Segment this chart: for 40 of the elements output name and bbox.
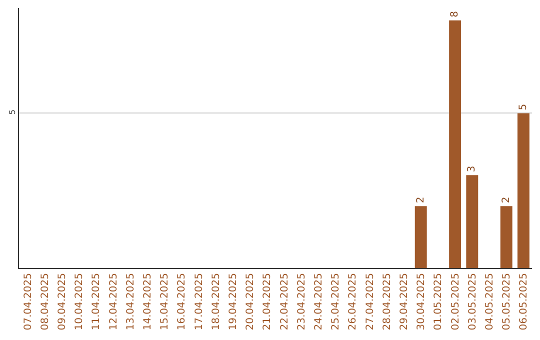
x-tick-label: 29.04.2025 — [399, 273, 410, 330]
data-label: 3 — [466, 166, 478, 172]
x-tick-label: 02.05.2025 — [450, 273, 462, 330]
x-tick-label: 07.04.2025 — [22, 273, 34, 330]
x-tick-label: 13.04.2025 — [125, 273, 136, 330]
x-tick-label: 27.04.2025 — [364, 273, 376, 330]
data-label: 2 — [415, 196, 426, 204]
x-tick-label: 09.04.2025 — [57, 273, 68, 330]
bar — [500, 206, 512, 268]
x-tick-label: 17.04.2025 — [194, 273, 205, 330]
bar — [466, 175, 478, 268]
bar — [449, 20, 462, 268]
x-tick-label: 20.04.2025 — [245, 273, 256, 330]
x-tick-label: 06.05.2025 — [518, 273, 530, 330]
x-tick-label: 11.04.2025 — [91, 273, 102, 330]
x-tick-label: 16.04.2025 — [176, 273, 188, 330]
bar — [517, 113, 530, 268]
x-tick-label: 22.04.2025 — [279, 273, 290, 330]
x-tick-label: 03.05.2025 — [467, 273, 478, 330]
x-tick-label: 24.04.2025 — [314, 273, 324, 330]
x-tick-label: 10.04.2025 — [74, 273, 86, 330]
x-tick-label: 05.05.2025 — [502, 273, 513, 330]
data-label: 2 — [500, 196, 512, 204]
data-label: 5 — [518, 104, 529, 110]
x-tick-label: 18.04.2025 — [210, 273, 222, 330]
data-label: 8 — [450, 11, 461, 18]
bar — [414, 206, 427, 268]
x-tick-label: 30.04.2025 — [416, 273, 428, 330]
x-tick-label: 28.04.2025 — [382, 273, 393, 330]
x-tick-label: 21.04.2025 — [262, 273, 274, 330]
x-tick-label: 19.04.2025 — [228, 273, 239, 330]
x-tick-label: 25.04.2025 — [330, 273, 342, 330]
x-tick-label: 14.04.2025 — [142, 273, 154, 330]
x-tick-label: 12.04.2025 — [108, 273, 120, 330]
x-tick-label: 01.05.2025 — [433, 273, 444, 330]
x-tick-label: 23.04.2025 — [296, 273, 308, 330]
x-tick-label: 26.04.2025 — [348, 273, 359, 330]
x-tick-label: 08.04.2025 — [40, 273, 51, 330]
x-tick-label: 04.05.2025 — [484, 273, 496, 330]
x-tick-label: 15.04.2025 — [160, 273, 171, 330]
